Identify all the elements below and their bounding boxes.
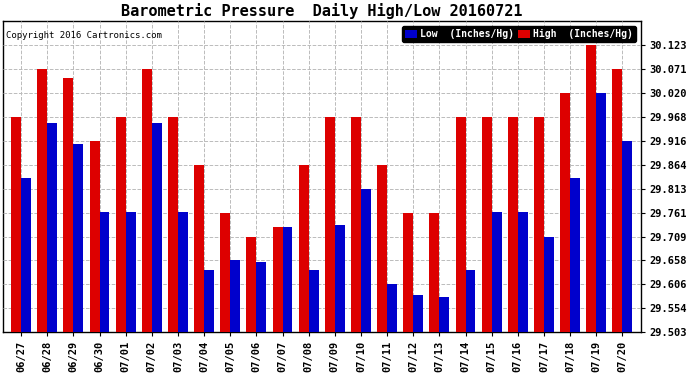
Text: Copyright 2016 Cartronics.com: Copyright 2016 Cartronics.com xyxy=(6,31,162,40)
Bar xyxy=(178,212,188,332)
Legend: Low  (Inches/Hg), High  (Inches/Hg): Low (Inches/Hg), High (Inches/Hg) xyxy=(402,26,635,42)
Bar xyxy=(90,141,99,332)
Bar xyxy=(596,93,607,332)
Bar xyxy=(257,262,266,332)
Bar xyxy=(492,212,502,332)
Bar xyxy=(455,117,466,332)
Bar xyxy=(168,117,178,332)
Bar xyxy=(440,297,449,332)
Bar xyxy=(246,237,257,332)
Bar xyxy=(377,165,387,332)
Bar xyxy=(335,225,345,332)
Bar xyxy=(220,213,230,332)
Bar xyxy=(466,270,475,332)
Bar xyxy=(152,123,161,332)
Bar xyxy=(622,141,632,332)
Bar xyxy=(142,69,152,332)
Bar xyxy=(325,117,335,332)
Bar xyxy=(351,117,361,332)
Bar xyxy=(194,165,204,332)
Bar xyxy=(73,144,83,332)
Bar xyxy=(613,69,622,332)
Bar xyxy=(21,178,31,332)
Bar xyxy=(413,295,423,332)
Bar xyxy=(429,213,440,332)
Bar xyxy=(47,123,57,332)
Bar xyxy=(560,93,570,332)
Bar xyxy=(404,213,413,332)
Bar xyxy=(299,165,308,332)
Bar xyxy=(534,117,544,332)
Bar xyxy=(586,45,596,332)
Bar xyxy=(570,178,580,332)
Bar xyxy=(387,284,397,332)
Bar xyxy=(308,270,319,332)
Bar xyxy=(273,226,282,332)
Bar xyxy=(126,212,136,332)
Bar xyxy=(482,117,492,332)
Bar xyxy=(518,212,528,332)
Bar xyxy=(37,69,47,332)
Bar xyxy=(116,117,126,332)
Bar xyxy=(508,117,518,332)
Bar xyxy=(63,78,73,332)
Bar xyxy=(11,117,21,332)
Bar xyxy=(361,189,371,332)
Bar xyxy=(230,260,240,332)
Title: Barometric Pressure  Daily High/Low 20160721: Barometric Pressure Daily High/Low 20160… xyxy=(121,3,522,19)
Bar xyxy=(544,237,554,332)
Bar xyxy=(204,270,214,332)
Bar xyxy=(282,227,293,332)
Bar xyxy=(99,212,110,332)
